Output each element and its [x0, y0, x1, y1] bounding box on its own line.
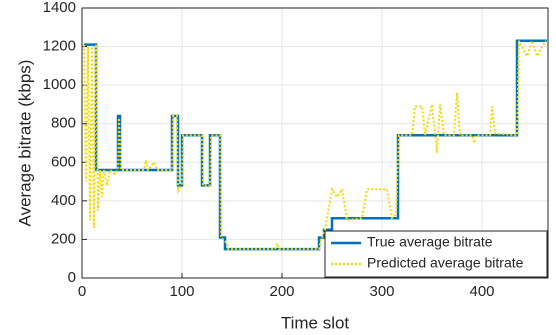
- y-tick-label: 400: [51, 192, 76, 209]
- y-tick-label: 0: [68, 269, 76, 286]
- y-tick-label: 600: [51, 153, 76, 170]
- x-axis-label: Time slot: [281, 313, 350, 332]
- legend-label: Predicted average bitrate: [367, 255, 524, 271]
- y-tick-label: 800: [51, 115, 76, 132]
- line-series: [84, 39, 547, 251]
- legend-label: True average bitrate: [367, 234, 493, 250]
- y-tick-label: 1000: [43, 76, 76, 93]
- plot-frame: [81, 7, 549, 279]
- x-tick-label: 300: [369, 283, 394, 300]
- x-tick-label: 0: [78, 283, 86, 300]
- x-tick-label: 400: [469, 283, 494, 300]
- legend-box: [324, 230, 548, 278]
- x-tick-label: 100: [169, 283, 194, 300]
- y-tick-label: 1400: [43, 0, 76, 16]
- x-tick-label: 200: [269, 283, 294, 300]
- y-axis-label: Average bitrate (kbps): [15, 60, 34, 227]
- y-tick-label: 1200: [43, 38, 76, 55]
- y-tick-label: 200: [51, 230, 76, 247]
- line-series: [83, 37, 547, 251]
